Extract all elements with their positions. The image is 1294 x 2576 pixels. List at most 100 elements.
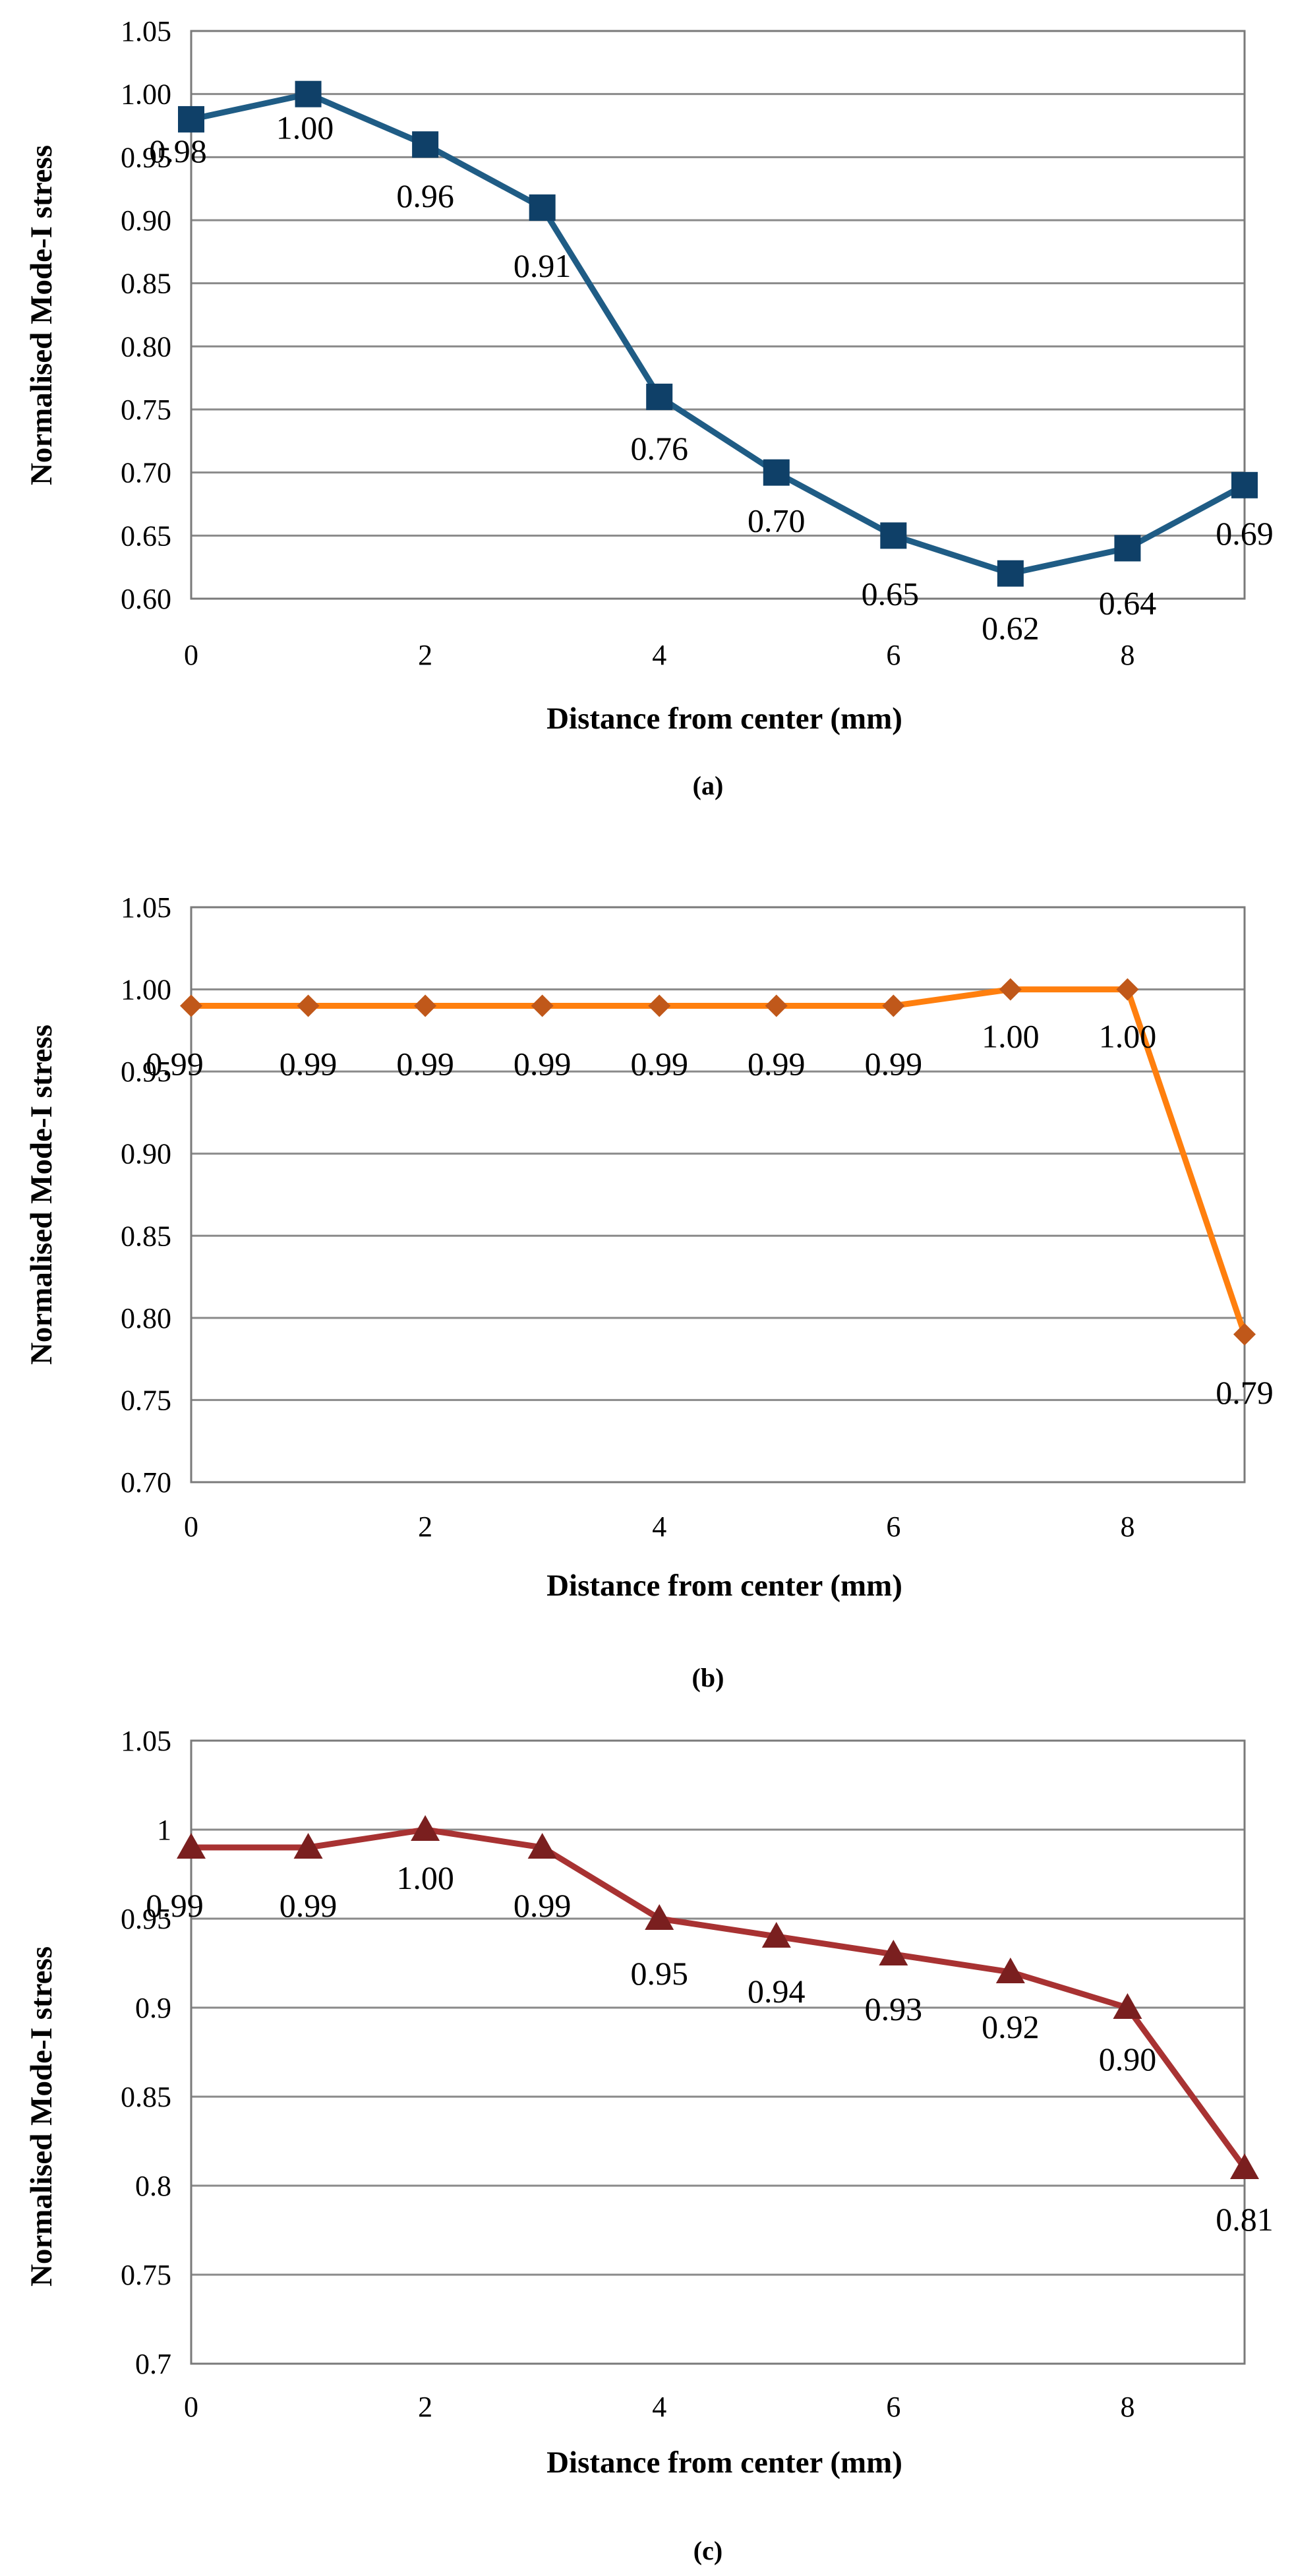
series-line (191, 986, 1248, 1336)
x-tick-label: 0 (184, 1511, 198, 1543)
data-point-marker (411, 1815, 440, 1841)
data-label: 0.93 (865, 1991, 923, 2027)
x-tick-label: 4 (652, 2391, 666, 2423)
data-point-marker (997, 560, 1024, 587)
plot-area-border (190, 1739, 1246, 2365)
y-tick-label: 0.85 (121, 1220, 171, 1252)
x-tick-label: 4 (652, 1511, 666, 1543)
data-point-marker (412, 131, 439, 158)
data-point-marker (1230, 2153, 1259, 2179)
y-tick-label: 0.90 (121, 1138, 171, 1170)
y-tick-label: 0.65 (121, 520, 171, 552)
data-label: 0.65 (862, 575, 920, 612)
x-tick-label: 2 (418, 2391, 432, 2423)
data-point-marker (882, 994, 905, 1017)
y-tick-label: 0.90 (121, 204, 171, 237)
y-tick-label: 0.95 (121, 1056, 171, 1088)
plot-area-border (190, 30, 1246, 600)
x-axis-title: Distance from center (mm) (546, 2445, 902, 2480)
data-label: 0.91 (514, 247, 572, 284)
data-label: 0.99 (146, 1887, 204, 1924)
x-tick-label: 0 (184, 639, 198, 671)
series-line (191, 1826, 1247, 2170)
data-point-marker (761, 1922, 791, 1948)
data-point-marker (295, 80, 322, 107)
data-label: 0.99 (279, 1045, 338, 1082)
data-label: 0.99 (279, 1887, 338, 1924)
data-label: 1.00 (1099, 1018, 1157, 1055)
x-tick-label: 8 (1120, 1511, 1134, 1543)
chart-panel-c: 0.7 0.75 0.8 0.85 0.9 0.95 1 1.05 0 2 4 6 8 Distance … (24, 1725, 1274, 2565)
data-label: 0.79 (1216, 1374, 1274, 1411)
data-label: 0.99 (146, 1045, 204, 1082)
y-tick-label: 1.00 (121, 974, 171, 1006)
y-tick-label: 0.85 (121, 2081, 171, 2113)
y-tick-label: 0.70 (121, 1466, 171, 1499)
data-point-marker (645, 1904, 674, 1930)
chart-panel-a: 0.60 0.65 0.70 0.75 0.80 0.85 0.90 0.95 1.00 1.05… (24, 15, 1274, 800)
x-tick-label: 8 (1120, 2391, 1134, 2423)
data-point-marker (995, 1958, 1025, 1983)
y-tick-label: 0.9 (135, 1992, 171, 2024)
data-point-marker (879, 1940, 908, 1965)
data-label: 0.98 (149, 133, 207, 169)
x-axis-title: Distance from center (mm) (546, 702, 902, 736)
data-label: 0.70 (748, 502, 806, 539)
x-tick-label: 2 (418, 1511, 432, 1543)
y-tick-label: 0.70 (121, 457, 171, 489)
data-label: 0.95 (630, 1955, 688, 1992)
plot-area-border (190, 906, 1246, 1483)
data-label: 0.99 (630, 1045, 688, 1082)
y-tick-label: 0.7 (135, 2348, 171, 2380)
data-point-marker (177, 1833, 206, 1859)
data-label: 0.90 (1099, 2041, 1157, 2078)
y-tick-label: 1.05 (121, 1725, 171, 1757)
data-label: 0.94 (748, 1973, 806, 2010)
y-tick-label: 0.75 (121, 2259, 171, 2291)
data-label: 0.64 (1099, 584, 1157, 621)
data-point-marker (648, 994, 671, 1017)
y-tick-label: 1.00 (121, 78, 171, 111)
y-axis-title: Normalised Mode-I stress (24, 145, 59, 485)
data-point-marker (293, 1833, 323, 1859)
data-label: 1.00 (396, 1859, 454, 1896)
y-tick-label: 1.05 (121, 15, 171, 47)
data-point-marker (180, 994, 202, 1017)
y-tick-label: 0.80 (121, 1302, 171, 1334)
data-label: 0.99 (865, 1045, 923, 1082)
y-tick-label: 0.80 (121, 330, 171, 363)
y-tick-label: 0.85 (121, 268, 171, 300)
data-label: 0.92 (982, 2008, 1040, 2045)
data-point-marker (1233, 1323, 1256, 1346)
data-label: 0.99 (514, 1887, 572, 1924)
panel-caption: (a) (693, 771, 724, 800)
data-point-marker (999, 978, 1022, 1001)
y-tick-label: 1.05 (121, 891, 171, 924)
y-tick-label: 0.75 (121, 1384, 171, 1416)
y-tick-label: 0.95 (121, 1903, 171, 1935)
data-label: 0.99 (748, 1045, 806, 1082)
data-label: 0.96 (396, 177, 454, 214)
data-label: 0.76 (630, 430, 688, 467)
data-label: 1.00 (276, 109, 334, 146)
x-tick-label: 0 (184, 2391, 198, 2423)
panel-caption: (c) (693, 2536, 722, 2565)
y-axis-title: Normalised Mode-I stress (24, 1946, 59, 2287)
x-tick-label: 2 (418, 639, 432, 671)
x-tick-label: 6 (886, 1511, 900, 1543)
data-label: 0.99 (514, 1045, 572, 1082)
x-axis-title: Distance from center (mm) (546, 1569, 902, 1603)
y-tick-label: 0.75 (121, 394, 171, 426)
y-axis-title: Normalised Mode-I stress (24, 1025, 59, 1365)
x-tick-label: 8 (1120, 639, 1134, 671)
data-point-marker (529, 194, 556, 221)
data-point-marker (531, 994, 554, 1017)
data-label: 0.62 (982, 610, 1040, 647)
chart-panel-b: 0.70 0.75 0.80 0.85 0.90 0.95 1.00 1.05 0 2 4 6 8 Dis… (24, 891, 1274, 1692)
x-tick-label: 4 (652, 639, 666, 671)
data-point-marker (880, 522, 907, 549)
data-point-marker (297, 994, 320, 1017)
data-point-marker (1231, 471, 1258, 498)
x-tick-label: 6 (886, 639, 900, 671)
